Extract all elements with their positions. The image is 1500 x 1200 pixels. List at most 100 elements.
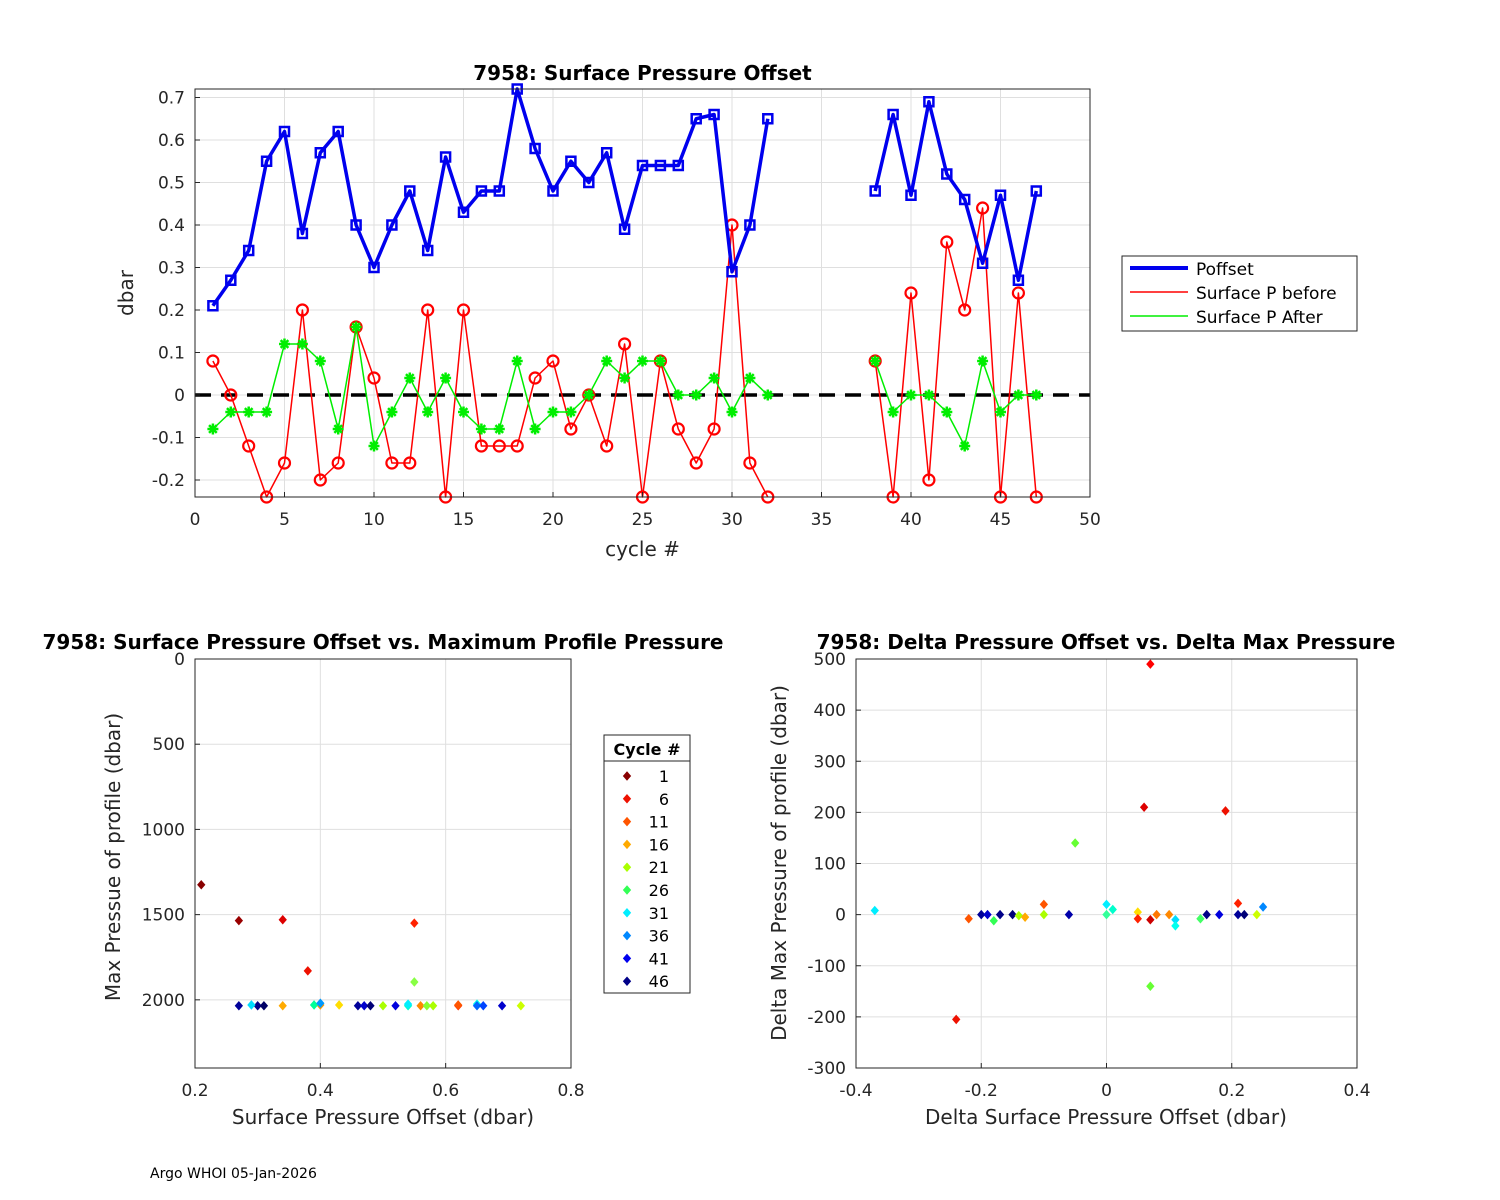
bl-data-point	[278, 1001, 287, 1011]
br-x-tick-label: -0.2	[965, 1081, 998, 1101]
poffset-marker	[583, 176, 595, 189]
cycle-legend-label: 41	[649, 949, 669, 968]
bl-y-tick-label: 1000	[142, 820, 185, 840]
poffset-marker	[905, 189, 917, 201]
poffset-marker	[1012, 274, 1025, 286]
bl-data-point	[234, 915, 244, 926]
bl-y-axis-label: Max Pressue of profile (dbar)	[101, 713, 125, 1001]
cycle-legend-label: 16	[649, 835, 669, 854]
poffset-marker	[708, 108, 720, 121]
bl-data-point	[334, 1000, 344, 1010]
before-marker	[528, 371, 542, 385]
br-data-point	[1215, 909, 1224, 920]
after-marker	[493, 423, 505, 435]
before-marker	[1011, 286, 1026, 300]
top-y-tick-label: 0.4	[158, 216, 185, 236]
before-marker	[277, 456, 292, 470]
bl-points	[197, 880, 526, 1011]
bl-data-point	[353, 1001, 363, 1011]
cycle-legend-marker	[622, 771, 632, 781]
br-data-point	[1233, 898, 1243, 909]
after-marker	[941, 406, 953, 418]
cycle-legend-marker	[622, 976, 632, 986]
after-marker	[314, 355, 326, 367]
bl-chart-title: 7958: Surface Pressure Offset vs. Maximu…	[43, 630, 724, 654]
before-marker	[492, 439, 506, 453]
before-marker	[242, 439, 256, 453]
top-x-ticks: 0 5 10 15 20 25 30 35 40 45 50	[190, 492, 1101, 530]
br-data-point	[1202, 909, 1211, 920]
cycle-legend-title: Cycle #	[614, 740, 681, 759]
after-marker	[744, 372, 756, 384]
bl-data-point	[316, 998, 325, 1008]
br-y-tick-label: -100	[807, 957, 846, 977]
bl-data-point	[472, 1001, 482, 1011]
br-points	[870, 659, 1268, 1025]
poffset-marker	[260, 155, 273, 167]
before-marker	[474, 439, 488, 453]
delta-offset-vs-delta-max-chart: -0.4 -0.2 0 0.2 0.4 -300 -200 -100 0 100 200 300 40…	[767, 630, 1395, 1129]
br-y-tick-label: 200	[814, 803, 846, 823]
br-data-point	[964, 913, 973, 924]
top-y-tick-label: 0.1	[158, 344, 185, 364]
top-x-tick-label: 25	[632, 510, 654, 530]
top-x-tick-label: 35	[811, 510, 833, 530]
br-data-point	[1020, 912, 1030, 922]
before-marker	[206, 354, 220, 368]
cycle-legend-marker	[622, 885, 632, 895]
cycle-legend-label: 6	[659, 790, 669, 809]
after-marker	[422, 406, 434, 418]
br-data-point	[995, 909, 1005, 920]
after-marker	[1030, 389, 1042, 401]
br-y-tick-label: 400	[814, 701, 846, 721]
br-data-point	[1152, 909, 1161, 920]
poffset-marker	[368, 261, 380, 274]
poffset-marker	[529, 142, 541, 155]
poffset-marker	[493, 185, 506, 197]
br-data-point	[1164, 909, 1174, 920]
series-line	[211, 87, 770, 307]
br-data-point	[1146, 659, 1155, 669]
bl-data-point	[378, 1001, 388, 1011]
poffset-marker	[421, 244, 434, 257]
bl-data-point	[516, 1001, 526, 1011]
top-x-tick-label: 5	[279, 510, 290, 530]
poffset-marker	[225, 274, 237, 286]
poffset-marker	[278, 125, 291, 138]
br-y-axis-label: Delta Max Pressure of profile (dbar)	[767, 685, 791, 1041]
before-marker	[403, 456, 417, 470]
top-y-tick-label: 0.2	[158, 301, 185, 321]
poffset-marker	[565, 155, 577, 167]
bl-data-point	[309, 1000, 319, 1010]
cycle-legend-label: 31	[649, 904, 669, 923]
br-data-point	[977, 909, 986, 920]
bl-data-point	[303, 966, 312, 976]
br-data-point	[1221, 806, 1230, 816]
after-marker	[296, 338, 308, 350]
top-y-tick-label: 0.3	[158, 259, 185, 279]
br-data-point	[1139, 802, 1149, 813]
poffset-marker	[958, 193, 971, 206]
top-x-tick-label: 30	[721, 510, 743, 530]
bl-data-point	[391, 1001, 400, 1011]
poffset-marker	[547, 185, 559, 197]
bl-data-point	[428, 1001, 438, 1011]
top-x-axis-label: cycle #	[605, 537, 680, 561]
series-line	[873, 100, 1039, 282]
before-marker	[689, 456, 703, 470]
top-y-axis-label: dbar	[114, 269, 138, 316]
cycle-legend-marker	[622, 908, 632, 918]
poffset-marker	[690, 113, 702, 125]
after-marker	[547, 406, 559, 418]
bl-x-tick-label: 0.8	[557, 1081, 584, 1101]
br-data-point	[870, 905, 879, 916]
bl-data-point	[416, 1001, 425, 1011]
br-data-point	[1014, 910, 1023, 921]
br-data-point	[1071, 838, 1080, 848]
br-y-ticks: -300 -200 -100 0 100 200 300 400 500	[807, 650, 861, 1079]
bl-data-point	[422, 1001, 432, 1011]
after-marker	[583, 389, 595, 401]
after-marker	[619, 372, 631, 384]
bl-x-tick-label: 0.6	[432, 1081, 459, 1101]
after-marker	[529, 423, 541, 435]
